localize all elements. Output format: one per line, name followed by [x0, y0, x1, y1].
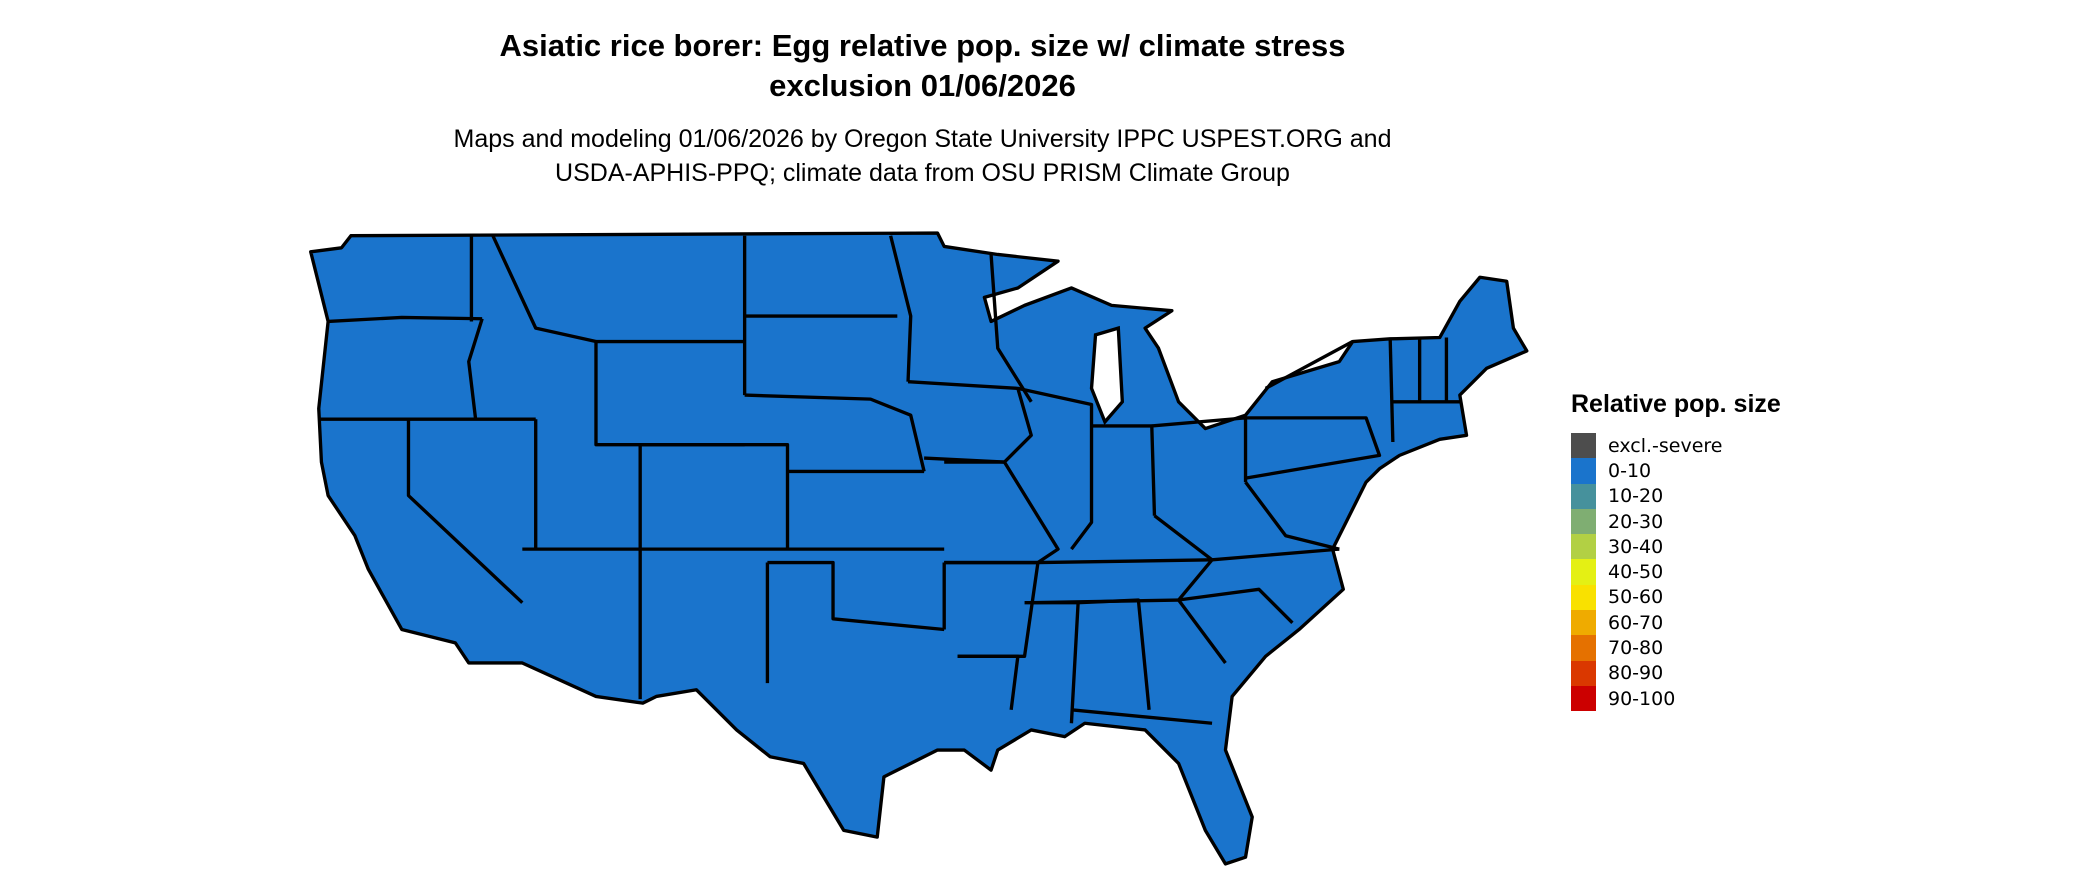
- legend-swatch: [1571, 483, 1596, 509]
- state-border: [989, 254, 1033, 403]
- legend-label: 30-40: [1608, 535, 1664, 558]
- legend-swatch: [1571, 584, 1596, 611]
- state-border: [1177, 558, 1214, 602]
- state-border: [1153, 514, 1214, 562]
- legend-label: 10-20: [1608, 485, 1664, 508]
- state-border: [1031, 598, 1179, 605]
- legend-item: 80-90: [1571, 660, 1781, 686]
- legend-item: 30-40: [1571, 534, 1781, 560]
- legend-swatch: [1571, 458, 1596, 484]
- legend-swatch: [1571, 433, 1596, 459]
- legend-swatch: [1571, 534, 1596, 560]
- legend-label: excl.-severe: [1608, 434, 1723, 457]
- title-line-1: Asiatic rice borer: Egg relative pop. si…: [499, 28, 1346, 63]
- title-line-2: exclusion 01/06/2026: [769, 68, 1076, 103]
- legend-item: excl.-severe: [1571, 433, 1781, 459]
- state-border: [1178, 587, 1294, 624]
- state-border: [1245, 416, 1382, 480]
- state-border: [767, 560, 945, 632]
- legend-label: 0-10: [1608, 459, 1652, 482]
- subtitle-line-2: USDA-APHIS-PPQ; climate data from OSU PR…: [555, 159, 1290, 187]
- state-border: [1071, 708, 1213, 725]
- legend-item: 40-50: [1571, 559, 1781, 585]
- state-border: [744, 393, 926, 472]
- legend-swatch: [1571, 660, 1596, 686]
- subtitle-line-1: Maps and modeling 01/06/2026 by Oregon S…: [453, 125, 1392, 153]
- legend-label: 90-100: [1608, 687, 1676, 710]
- legend-item: 20-30: [1571, 508, 1781, 535]
- legend-item: 0-10: [1571, 458, 1781, 484]
- legend-swatch: [1571, 610, 1596, 636]
- legend-label: 70-80: [1608, 637, 1664, 660]
- state-border: [1017, 386, 1094, 551]
- legend-label: 20-30: [1608, 510, 1664, 533]
- lake-michigan: [1089, 325, 1125, 426]
- legend-item: 60-70: [1571, 610, 1781, 636]
- legend: Relative pop. size excl.-severe 0-10 10-20…: [1571, 390, 1781, 712]
- state-border: [640, 442, 790, 550]
- legend-item: 90-100: [1571, 685, 1781, 712]
- legend-item: 10-20: [1571, 483, 1781, 509]
- legend-item: 50-60: [1571, 584, 1781, 611]
- legend-swatch: [1571, 685, 1596, 712]
- legend-swatch: [1571, 559, 1596, 585]
- state-border: [1264, 340, 1354, 390]
- legend-item: 70-80: [1571, 635, 1781, 661]
- legend-label: 40-50: [1608, 561, 1664, 584]
- state-borders: [318, 235, 1460, 725]
- legend-swatch: [1571, 635, 1596, 661]
- legend-title: Relative pop. size: [1571, 390, 1781, 418]
- state-border: [1211, 547, 1340, 562]
- state-border: [1388, 338, 1395, 443]
- legend-label: 60-70: [1608, 611, 1664, 634]
- state-border: [406, 419, 524, 604]
- legend-label: 80-90: [1608, 662, 1664, 685]
- state-border: [1177, 599, 1227, 664]
- legend-label: 50-60: [1608, 586, 1664, 609]
- state-border: [1244, 481, 1340, 551]
- state-border: [1037, 558, 1213, 565]
- state-border: [328, 315, 483, 324]
- state-border: [467, 318, 484, 419]
- state-border: [491, 235, 597, 344]
- legend-swatch: [1571, 508, 1596, 535]
- state-border: [889, 235, 913, 382]
- state-border: [957, 654, 1020, 711]
